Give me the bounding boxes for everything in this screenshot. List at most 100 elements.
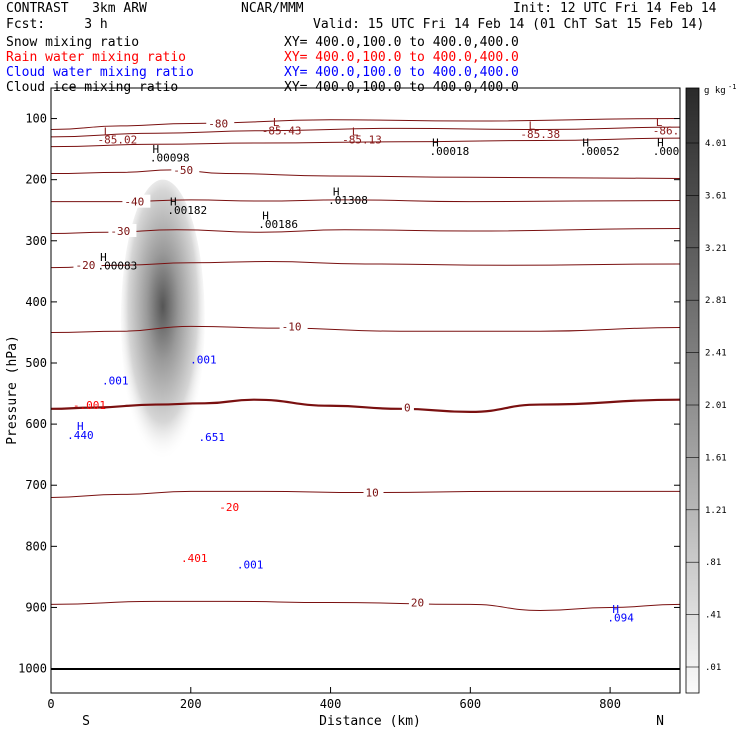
colorbar-label: 1.61	[705, 453, 727, 463]
y-tick-label: 1000	[18, 662, 47, 676]
y-tick-label: 200	[25, 173, 47, 187]
contour-label-bg	[73, 258, 102, 272]
temperature-contour	[51, 126, 680, 138]
contour-annotation: H	[333, 186, 340, 199]
temperature-contour	[51, 398, 680, 413]
temperature-contour	[51, 600, 680, 612]
contour-annotation: L	[529, 120, 536, 133]
y-tick-label: 600	[25, 417, 47, 431]
contour-annotation: .00052	[580, 145, 620, 158]
x-tick-label: 200	[180, 697, 202, 711]
contour-annotation: -85.43	[262, 124, 302, 137]
y-tick-label: 400	[25, 295, 47, 309]
x-tick-label: 800	[599, 697, 621, 711]
temperature-contour-label: -20	[75, 259, 95, 272]
colorbar-label: .81	[705, 558, 721, 568]
contour-annotation: H	[170, 195, 177, 208]
colorbar-label: 2.41	[705, 349, 727, 359]
contour-label-bg	[206, 116, 235, 130]
mixing-ratio-shading	[120, 179, 205, 461]
contour-label-bg	[363, 485, 384, 499]
contour-annotation: -20	[219, 501, 239, 514]
y-tick-label: 300	[25, 234, 47, 248]
temperature-contour-label: 10	[366, 487, 379, 500]
contour-annotation: L	[104, 126, 111, 139]
field-name-rain: Rain water mixing ratio	[6, 50, 187, 65]
contour-annotation: H	[153, 143, 160, 156]
contour-annotation: .00098	[150, 151, 190, 164]
colorbar-label: 2.81	[705, 296, 727, 306]
contour-label-bg	[171, 162, 200, 176]
colorbar-unit-exp: -1	[728, 83, 736, 91]
temperature-contour	[51, 325, 680, 333]
contour-annotation: -85.13	[342, 134, 382, 147]
contour-label-bg	[122, 194, 151, 208]
field-xy-rain: XY= 400.0,100.0 to 400.0,400.0	[284, 50, 519, 65]
field-xy-cloudwater: XY= 400.0,100.0 to 400.0,400.0	[284, 65, 519, 80]
contour-annotation: .00186	[258, 218, 298, 231]
colorbar-label: .41	[705, 611, 721, 621]
contour-annotation: L	[656, 116, 663, 129]
temperature-contour	[51, 261, 680, 269]
contour-annotation: .651	[198, 431, 225, 444]
colorbar-label: 2.01	[705, 401, 727, 411]
contour-annotation: -85.02	[98, 134, 138, 147]
colorbar-label: 3.61	[705, 191, 727, 201]
contour-annotation: .000	[653, 145, 680, 158]
field-name-cloudwater: Cloud water mixing ratio	[6, 65, 194, 80]
contour-annotation: .00083	[98, 260, 138, 273]
y-tick-label: 700	[25, 478, 47, 492]
valid-time: Valid: 15 UTC Fri 14 Feb 14 (01 ChT Sat …	[313, 17, 705, 32]
contour-annotation: .00182	[167, 204, 207, 217]
x-tick-label: 400	[320, 697, 342, 711]
contour-label-bg	[401, 400, 414, 414]
forecast-hour: Fcst: 3 h	[6, 17, 108, 32]
center-title: NCAR/MMM	[241, 1, 304, 16]
north-end-label: N	[656, 714, 664, 729]
contour-annotation: H	[657, 137, 664, 150]
colorbar-label: 4.01	[705, 139, 727, 149]
init-time: Init: 12 UTC Fri 14 Feb 14	[513, 1, 717, 16]
model-title: CONTRAST 3km ARW	[6, 1, 147, 16]
contour-annotation: H	[612, 603, 619, 616]
temperature-contour	[51, 137, 680, 148]
plot-frame	[50, 87, 681, 694]
temperature-contour	[51, 169, 680, 179]
contour-annotation: -86.	[653, 124, 680, 137]
contour-annotation: H	[77, 420, 84, 433]
contour-label-bg	[279, 319, 308, 333]
x-tick-label: 600	[459, 697, 481, 711]
contour-annotation: .001	[190, 354, 217, 367]
y-tick-label: 900	[25, 600, 47, 614]
temperature-contour-label: 0	[404, 402, 411, 415]
colorbar-label: .01	[705, 663, 721, 673]
contour-annotation: .094	[607, 612, 634, 625]
y-tick-label: 500	[25, 356, 47, 370]
y-tick-label: 800	[25, 539, 47, 553]
colorbar-label: 3.21	[705, 244, 727, 254]
x-axis-label: Distance (km)	[319, 714, 421, 729]
contour-annotation: .401	[181, 552, 208, 565]
y-axis-label: Pressure (hPa)	[5, 335, 20, 445]
contour-annotation: .001	[237, 558, 264, 571]
contour-annotation: -85.38	[520, 128, 560, 141]
contour-annotation: H	[100, 251, 107, 264]
temperature-contour-label: -50	[173, 164, 193, 177]
contour-annotation: -.001	[73, 399, 106, 412]
temperature-contour	[51, 490, 680, 498]
contour-annotation: .00018	[429, 145, 469, 158]
contour-annotation: H	[262, 209, 269, 222]
field-xy-snow: XY= 400.0,100.0 to 400.0,400.0	[284, 35, 519, 50]
contour-label-bg	[408, 595, 429, 609]
contour-annotation: .001	[102, 374, 129, 387]
temperature-contour-label: -40	[124, 196, 144, 209]
south-end-label: S	[82, 714, 90, 729]
temperature-contour-label: -80	[208, 117, 228, 130]
field-name-snow: Snow mixing ratio	[6, 35, 140, 50]
x-tick-label: 0	[47, 697, 54, 711]
contour-annotation: L	[273, 116, 280, 129]
temperature-contour-label: -30	[110, 225, 130, 238]
colorbar-unit: g kg	[704, 86, 726, 96]
temperature-contour-label: 20	[411, 597, 424, 610]
temperature-contour-label: -10	[282, 320, 302, 333]
